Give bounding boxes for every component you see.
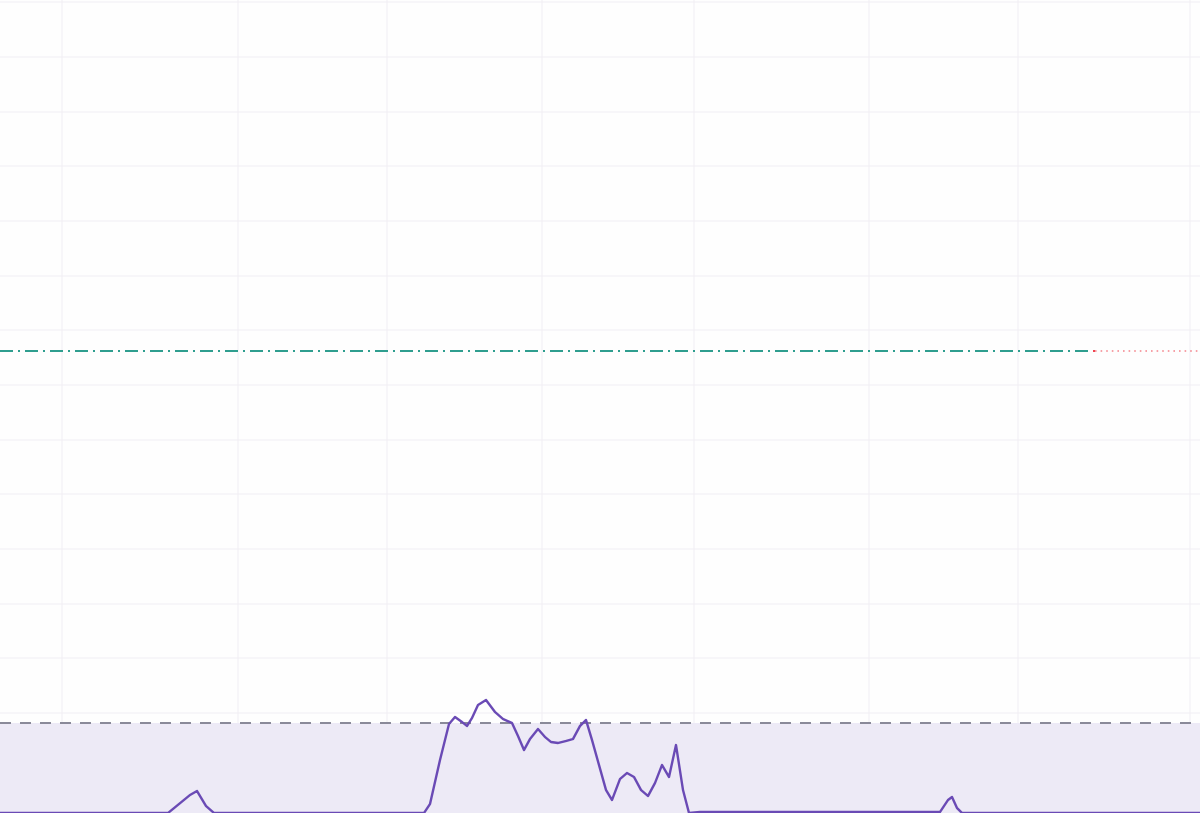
- data-series: [0, 350, 1200, 813]
- horizontal-gridlines: [0, 1, 1200, 769]
- vertical-gridlines: [61, 0, 1191, 813]
